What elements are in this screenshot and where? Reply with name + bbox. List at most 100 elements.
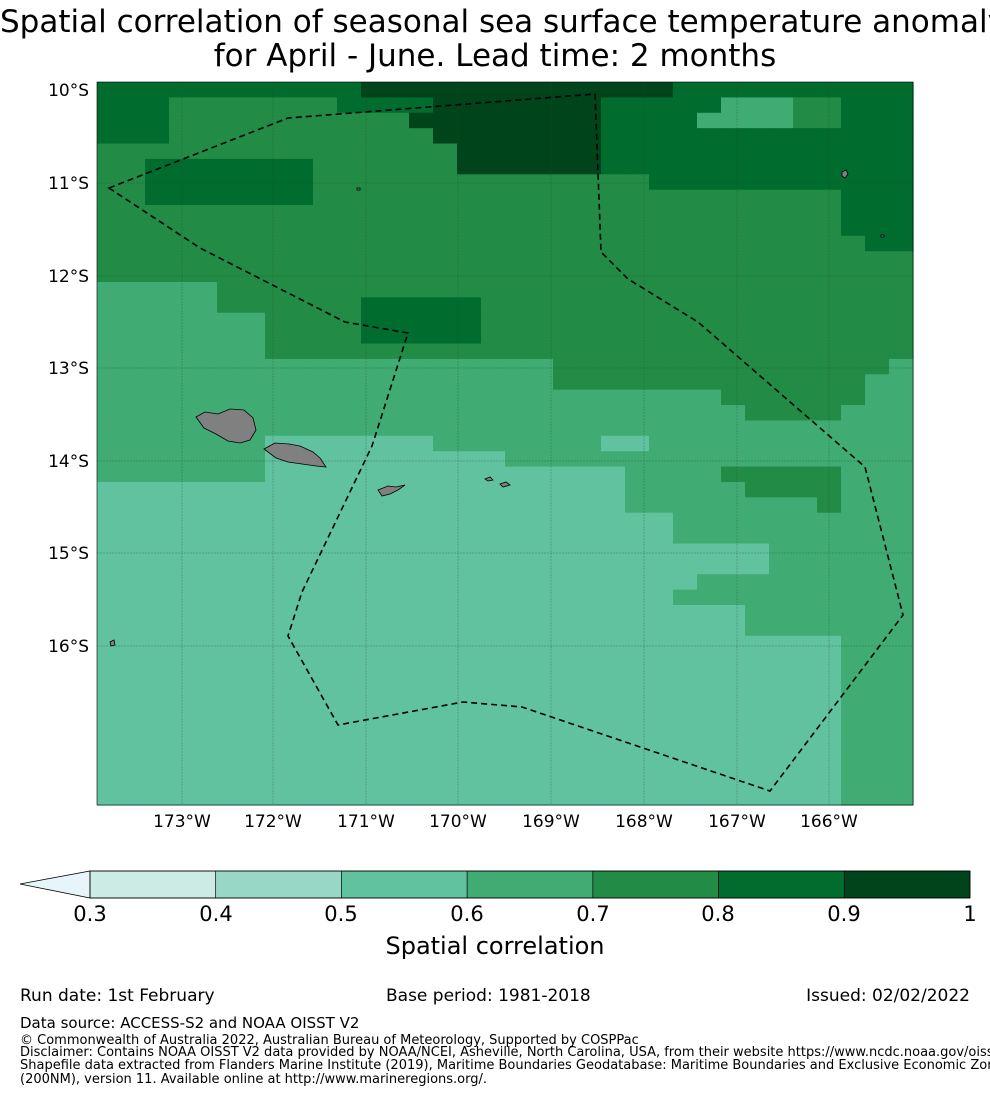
grid-cell (313, 128, 338, 145)
grid-cell (529, 158, 554, 175)
grid-cell (217, 112, 242, 129)
grid-cell (433, 205, 458, 222)
base-period: Base period: 1981-2018 (386, 986, 591, 1006)
grid-cell (889, 112, 914, 129)
grid-cell (865, 466, 890, 483)
grid-cell (529, 481, 554, 498)
grid-cell (769, 620, 794, 637)
grid-cell (121, 774, 146, 791)
grid-cell (889, 389, 914, 406)
grid-cell (361, 543, 386, 560)
grid-cell (553, 774, 578, 791)
grid-cell (865, 312, 890, 329)
grid-cell (433, 281, 458, 298)
grid-cell (169, 389, 194, 406)
grid-cell (769, 774, 794, 791)
grid-cell (193, 758, 218, 775)
grid-cell (313, 697, 338, 714)
grid-cell (361, 405, 386, 422)
grid-cell (433, 466, 458, 483)
grid-cell (865, 574, 890, 591)
grid-cell (505, 481, 530, 498)
colorbar-ticks: 0.3 0.4 0.5 0.6 0.7 0.8 0.9 1 (73, 902, 976, 926)
grid-cell (385, 635, 410, 652)
grid-cell (577, 281, 602, 298)
grid-cell (313, 728, 338, 745)
grid-cell (601, 420, 626, 437)
grid-cell (385, 112, 410, 129)
grid-cell (361, 605, 386, 621)
grid-cell (745, 574, 770, 591)
grid-cell (385, 558, 410, 575)
grid-cell (121, 328, 146, 345)
grid-cell (745, 589, 770, 606)
grid-cell (289, 281, 314, 298)
grid-cell (457, 389, 482, 406)
grid-cell (433, 297, 458, 314)
grid-cell (673, 389, 698, 406)
grid-cell (745, 143, 770, 160)
grid-cell (625, 405, 650, 422)
island-tau (499, 481, 511, 488)
grid-cell (337, 728, 362, 745)
grid-cell (457, 466, 482, 483)
grid-cell (337, 774, 362, 791)
grid-cell (769, 420, 794, 437)
grid-cell (337, 405, 362, 422)
grid-cell (337, 497, 362, 514)
grid-cell (889, 405, 914, 422)
grid-cell (217, 251, 242, 268)
grid-cell (193, 697, 218, 714)
lon-label-171w: 171°W (337, 812, 395, 832)
grid-cell (649, 666, 674, 683)
grid-cell (241, 712, 266, 729)
grid-cell (649, 235, 674, 252)
grid-cell (841, 435, 866, 452)
grid-cell (649, 281, 674, 298)
grid-cell (265, 358, 290, 375)
grid-cell (289, 774, 314, 791)
grid-cell (121, 789, 146, 806)
grid-cell (241, 789, 266, 806)
grid-cell (625, 205, 650, 222)
grid-cell (841, 328, 866, 345)
grid-cell (577, 681, 602, 698)
grid-cell (97, 543, 122, 560)
grid-cell (457, 789, 482, 806)
colorbar-segments (89, 870, 971, 899)
grid-cell (721, 174, 746, 191)
grid-cell (145, 651, 170, 668)
grid-cell (601, 528, 626, 545)
grid-cell (289, 497, 314, 514)
grid-cell (673, 374, 698, 391)
grid-cell (505, 343, 530, 360)
grid-cell (433, 497, 458, 514)
grid-cell (169, 374, 194, 391)
grid-cell (769, 728, 794, 745)
grid-cell (745, 112, 770, 129)
grid-cell (721, 558, 746, 575)
grid-cell (529, 620, 554, 637)
grid-cell (121, 281, 146, 298)
longitude-labels: 173°W 172°W 171°W 170°W 169°W 168°W 167°… (153, 812, 858, 832)
grid-cell (121, 651, 146, 668)
grid-cell (529, 358, 554, 375)
grid-cell (337, 281, 362, 298)
grid-cell (313, 666, 338, 683)
grid-cell (553, 281, 578, 298)
grid-cell (97, 666, 122, 683)
grid-cell (193, 189, 218, 206)
grid-cell (337, 435, 362, 452)
grid-cell (817, 666, 842, 683)
grid-cell (769, 543, 794, 560)
grid-cell (217, 481, 242, 498)
grid-cell (553, 512, 578, 529)
grid-cell (577, 774, 602, 791)
grid-cell (169, 681, 194, 698)
grid-cell (793, 497, 818, 514)
grid-cell (505, 251, 530, 268)
island-savaii (195, 408, 257, 444)
grid-cell (601, 220, 626, 237)
grid-cell (97, 266, 122, 283)
grid-cell (577, 374, 602, 391)
